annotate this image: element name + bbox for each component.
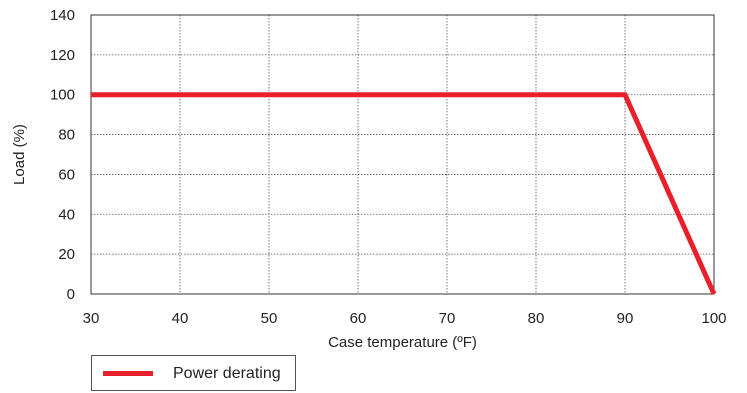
tick-labels: 30 40 50 60 70 80 90 100 0 20 40 60 80 100 120 140 xyxy=(50,7,727,327)
y-tick-label: 20 xyxy=(58,246,75,263)
x-axis-title: Case temperature (ºF) xyxy=(328,334,477,351)
x-tick-label: 70 xyxy=(439,310,456,327)
y-tick-label: 80 xyxy=(58,127,75,144)
x-tick-label: 50 xyxy=(261,310,278,327)
x-tick-label: 100 xyxy=(701,310,726,327)
series xyxy=(91,92,717,296)
series-line-power-derating xyxy=(91,92,717,296)
legend-swatch-power-derating xyxy=(103,371,153,376)
x-tick-label: 90 xyxy=(617,310,634,327)
grid xyxy=(91,15,714,294)
x-tick-label: 60 xyxy=(350,310,367,327)
y-axis-title: Load (%) xyxy=(11,124,28,185)
x-tick-label: 80 xyxy=(528,310,545,327)
y-tick-label: 120 xyxy=(50,47,75,64)
x-tick-label: 40 xyxy=(172,310,189,327)
y-tick-label: 0 xyxy=(67,286,75,303)
y-tick-label: 140 xyxy=(50,7,75,24)
legend: Power derating xyxy=(91,355,296,391)
x-tick-label: 30 xyxy=(83,310,100,327)
y-tick-label: 100 xyxy=(50,87,75,104)
legend-label-power-derating: Power derating xyxy=(173,365,281,382)
y-tick-label: 40 xyxy=(58,206,75,223)
plot-frame xyxy=(90,14,715,295)
y-tick-label: 60 xyxy=(58,166,75,183)
